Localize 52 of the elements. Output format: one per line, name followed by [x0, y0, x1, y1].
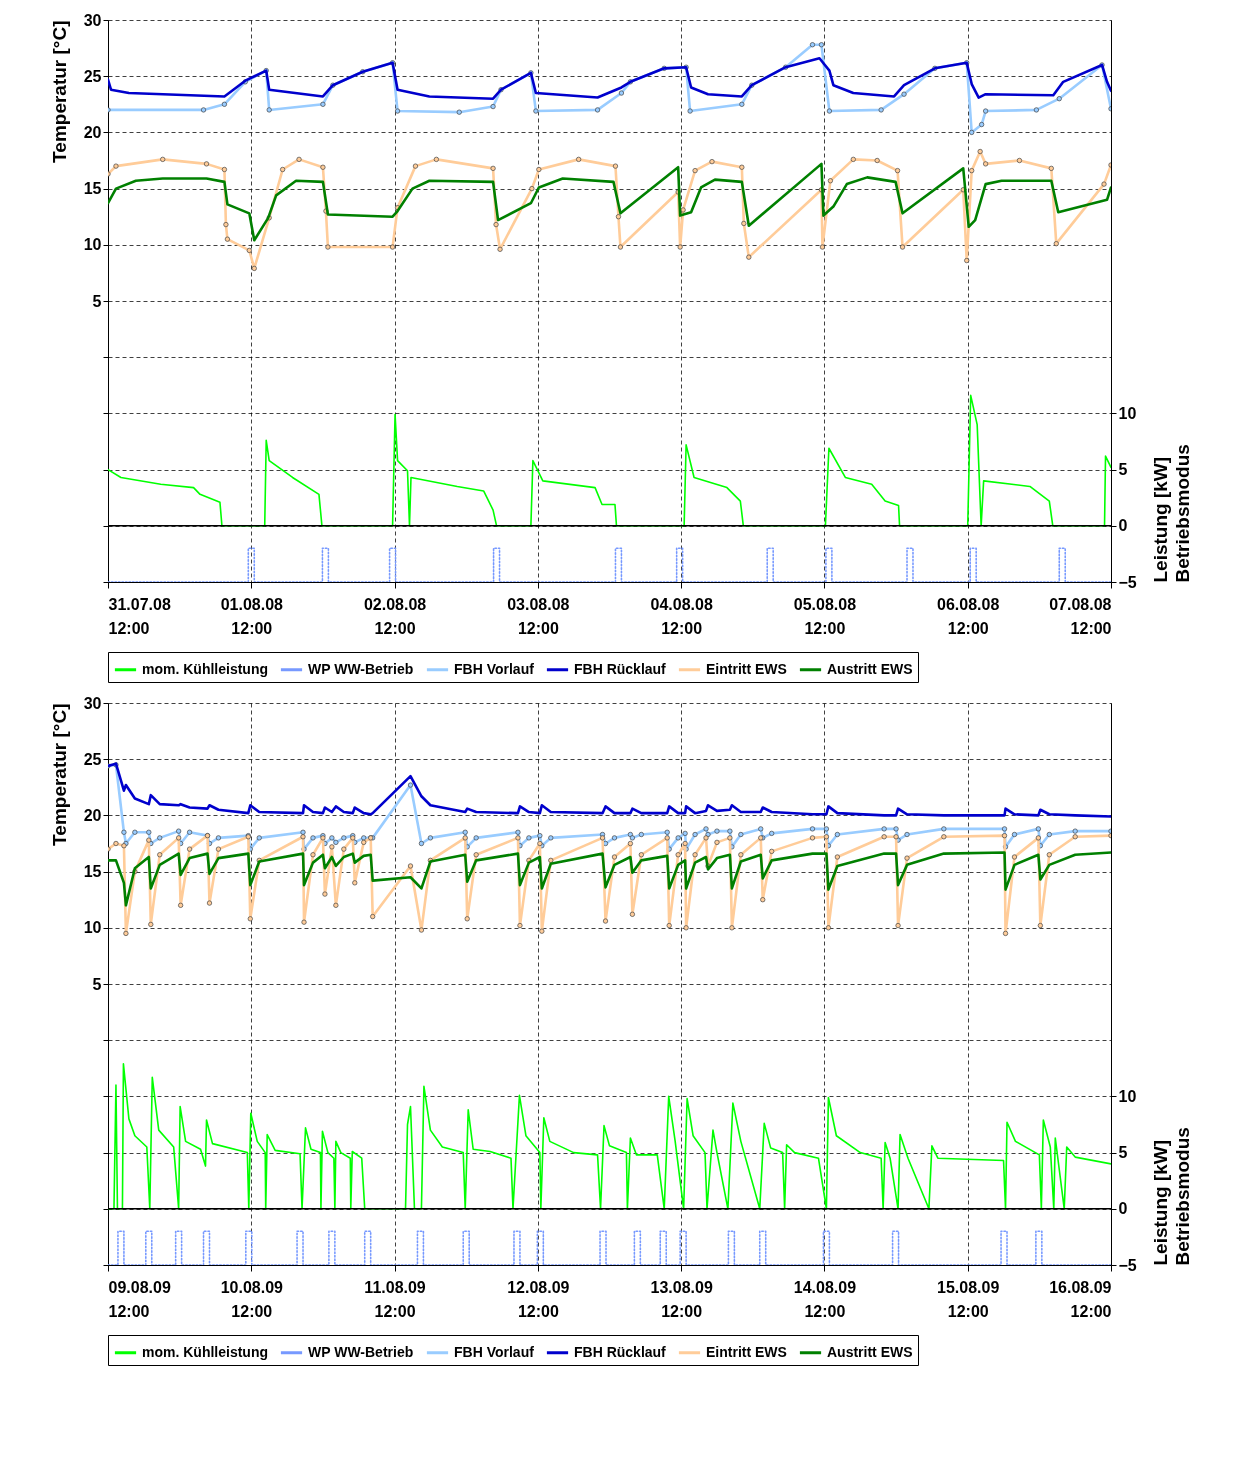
legend-label: Eintritt EWS: [706, 1343, 787, 1360]
legend-label: Austritt EWS: [827, 1343, 913, 1360]
x-tick-label: 15.08.09 12:00: [937, 1278, 1000, 1320]
x-tick-label: 10.08.09 12:00: [220, 1278, 284, 1320]
y2-axis-title: Leistung [kW] Betriebsmodus: [1149, 444, 1193, 583]
y-tick-label: 10: [83, 919, 102, 937]
legend-label: Austritt EWS: [827, 660, 913, 677]
x-tick-label: 12.08.09 12:00: [507, 1278, 570, 1320]
y-tick-label: 10: [83, 236, 102, 254]
x-tick-label: 07.08.08 12:00: [1049, 595, 1112, 637]
legend-label: WP WW-Betrieb: [308, 1343, 414, 1360]
legend-label: FBH Vorlauf: [454, 660, 535, 677]
y-tick-label: 15: [83, 180, 102, 198]
legend-label: mom. Kühlleistung: [142, 660, 268, 677]
y-tick-label: 25: [83, 750, 102, 768]
legend-label: FBH Rücklauf: [574, 1343, 667, 1360]
x-tick-label: 03.08.08 12:00: [507, 595, 570, 637]
x-tick-label: 31.07.08 12:00: [108, 595, 171, 637]
x-tick-label: 11.08.09 12:00: [364, 1278, 426, 1320]
y2-tick-label: −5: [1118, 573, 1137, 591]
x-tick-label: 06.08.08 12:00: [937, 595, 1000, 637]
y2-tick-label: 10: [1118, 1087, 1137, 1105]
x-tick-label: 09.08.09 12:00: [108, 1278, 171, 1320]
legend-label: Eintritt EWS: [706, 660, 787, 677]
y-axis-title: Temperatur [°C]: [48, 703, 70, 846]
y-tick-label: 25: [83, 67, 102, 85]
y2-tick-label: 5: [1118, 1144, 1128, 1162]
legend-label: WP WW-Betrieb: [308, 660, 414, 677]
x-tick-label: 13.08.09 12:00: [650, 1278, 713, 1320]
x-tick-label: 16.08.09 12:00: [1049, 1278, 1112, 1320]
legend-label: FBH Rücklauf: [574, 660, 667, 677]
legend-label: FBH Vorlauf: [454, 1343, 535, 1360]
y-tick-label: 20: [83, 806, 102, 824]
x-tick-label: 14.08.09 12:00: [793, 1278, 857, 1320]
y2-tick-label: 0: [1118, 1200, 1128, 1218]
x-tick-label: 01.08.08 12:00: [220, 595, 284, 637]
legend-label: mom. Kühlleistung: [142, 1343, 268, 1360]
x-tick-label: 05.08.08 12:00: [793, 595, 857, 637]
x-tick-label: 04.08.08 12:00: [650, 595, 713, 637]
y-tick-label: 5: [92, 292, 102, 310]
y2-tick-label: 10: [1118, 404, 1137, 422]
y-tick-label: 15: [83, 863, 102, 881]
y2-tick-label: −5: [1118, 1256, 1137, 1274]
y-tick-label: 30: [83, 694, 102, 712]
x-tick-label: 02.08.08 12:00: [363, 595, 427, 637]
y-axis-title: Temperatur [°C]: [48, 20, 70, 163]
y-tick-label: 5: [92, 975, 102, 993]
y-tick-label: 30: [83, 11, 102, 29]
y2-tick-label: 0: [1118, 517, 1128, 535]
y-tick-label: 20: [83, 123, 102, 141]
y2-axis-title: Leistung [kW] Betriebsmodus: [1149, 1127, 1193, 1266]
y2-tick-label: 5: [1118, 461, 1128, 479]
